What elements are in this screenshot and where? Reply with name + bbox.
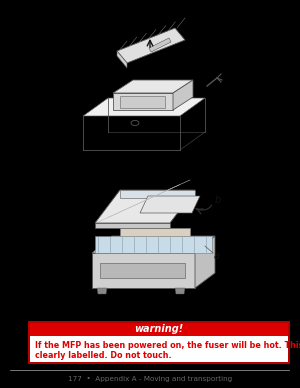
- Text: Lift the scanner.: Lift the scanner.: [24, 14, 92, 23]
- FancyBboxPatch shape: [30, 336, 288, 362]
- Polygon shape: [92, 236, 215, 253]
- Polygon shape: [140, 196, 200, 213]
- Text: warning!: warning!: [134, 324, 184, 334]
- Text: If the MFP has been powered on, the fuser will be hot. This area is: If the MFP has been powered on, the fuse…: [35, 341, 300, 350]
- Polygon shape: [195, 236, 215, 288]
- Text: Press the cover release (a) and open the top cover (b) fully.: Press the cover release (a) and open the…: [24, 166, 275, 175]
- Polygon shape: [95, 236, 212, 253]
- Text: clearly labelled. Do not touch.: clearly labelled. Do not touch.: [35, 351, 172, 360]
- Polygon shape: [97, 288, 107, 294]
- Text: 177  •  Appendix A - Moving and transporting: 177 • Appendix A - Moving and transporti…: [68, 376, 232, 382]
- Polygon shape: [120, 190, 195, 198]
- Polygon shape: [83, 98, 205, 116]
- Text: 3.: 3.: [14, 166, 23, 175]
- Polygon shape: [92, 253, 195, 288]
- Polygon shape: [149, 38, 171, 52]
- Polygon shape: [173, 80, 193, 110]
- Text: 2.: 2.: [14, 14, 23, 23]
- Text: a: a: [214, 251, 220, 261]
- Polygon shape: [113, 93, 173, 110]
- Text: b: b: [215, 195, 221, 205]
- Polygon shape: [175, 288, 185, 294]
- Polygon shape: [120, 96, 165, 108]
- Polygon shape: [95, 190, 195, 223]
- Polygon shape: [113, 80, 193, 93]
- FancyBboxPatch shape: [30, 323, 288, 336]
- Polygon shape: [120, 228, 190, 236]
- Polygon shape: [117, 28, 185, 63]
- Polygon shape: [100, 263, 185, 278]
- Polygon shape: [95, 223, 170, 228]
- Polygon shape: [117, 51, 127, 68]
